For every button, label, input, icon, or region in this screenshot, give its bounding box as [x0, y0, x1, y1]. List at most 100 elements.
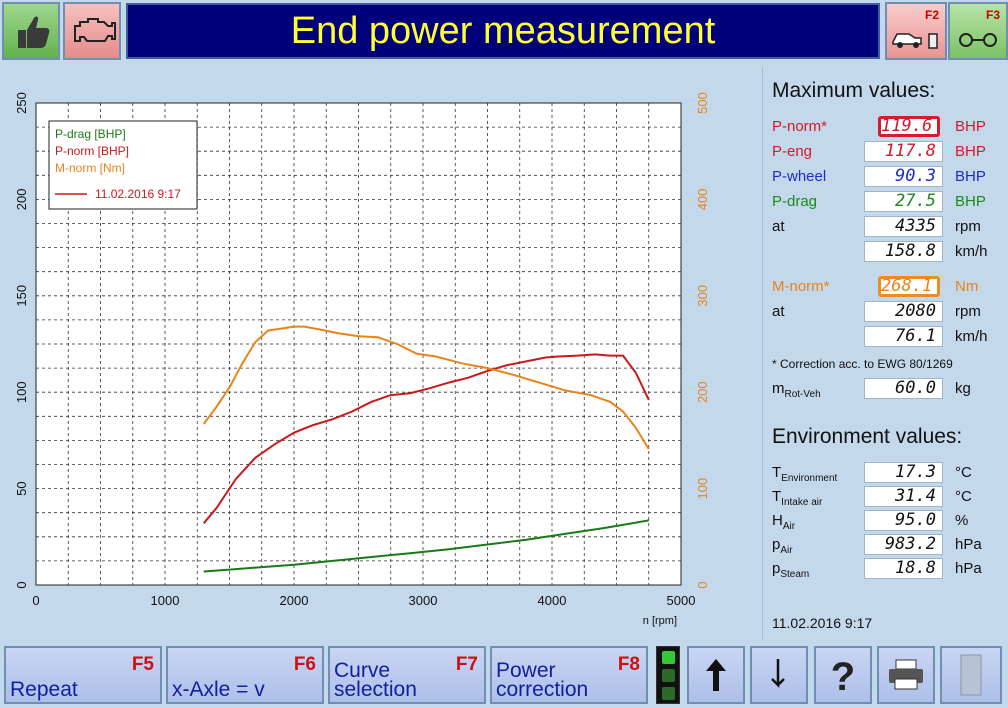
max-torque-speed-unit: km/h — [955, 328, 988, 345]
power-correction-button[interactable]: Power correction F8 — [490, 646, 648, 704]
p-air-label: pAir — [772, 536, 793, 556]
x-axle-label: x-Axle = v — [172, 678, 265, 701]
x-tick-label: 0 — [32, 593, 39, 608]
vehicle-dyno-button[interactable]: F2 — [885, 2, 947, 60]
mrot-value: 60.0 — [864, 378, 943, 399]
arrow-up-icon — [706, 659, 726, 691]
legend-entry: P-norm [BHP] — [55, 144, 129, 158]
status-traffic-light — [656, 646, 680, 704]
rollers-button[interactable]: F3 — [948, 2, 1008, 60]
p-air-row: pAir 983.2 hPa — [763, 533, 1008, 557]
svg-text:?: ? — [831, 655, 855, 698]
max-torque-rpm-value: 2080 — [864, 301, 943, 322]
x-axle-button[interactable]: x-Axle = v F6 — [166, 646, 324, 704]
m-norm-value: 268.1 — [878, 276, 940, 297]
x-tick-label: 2000 — [280, 593, 309, 608]
m-norm-unit: Nm — [955, 278, 979, 295]
p-steam-unit: hPa — [955, 560, 982, 577]
legend-entry: M-norm [Nm] — [55, 161, 125, 175]
f7-key-label: F7 — [455, 654, 478, 675]
y-left-tick-label: 150 — [14, 285, 29, 307]
repeat-label: Repeat — [10, 678, 78, 701]
repeat-button[interactable]: Repeat F5 — [4, 646, 162, 704]
mrot-row: mRot-Veh 60.0 kg — [763, 377, 1008, 401]
curve-selection-button[interactable]: Curve selection F7 — [328, 646, 486, 704]
p-wheel-value: 90.3 — [864, 166, 943, 187]
max-power-speed-row: 158.8 km/h — [763, 240, 1008, 264]
p-wheel-label: P-wheel — [772, 168, 827, 185]
p-drag-label: P-drag — [772, 193, 818, 210]
chart-legend: P-drag [BHP] P-norm [BHP] M-norm [Nm] 11.02… — [48, 120, 198, 210]
f3-key-label: F3 — [985, 8, 1000, 22]
y-left-tick-label: 200 — [14, 189, 29, 211]
help-button[interactable]: ? — [814, 646, 872, 704]
engine-icon — [74, 18, 116, 42]
p-steam-label: pSteam — [772, 560, 810, 580]
t-environment-value: 17.3 — [864, 462, 943, 483]
y-left-tick-label: 100 — [14, 381, 29, 403]
p-eng-value: 117.8 — [864, 141, 943, 162]
page-title: End power measurement — [126, 3, 880, 59]
max-power-rpm-unit: rpm — [955, 218, 981, 235]
p-air-value: 983.2 — [864, 534, 943, 555]
x-tick-label: 1000 — [151, 593, 180, 608]
x-tick-label: 3000 — [409, 593, 438, 608]
p-drag-row: P-drag 27.5 BHP — [763, 190, 1008, 214]
y-right-tick-label: 200 — [695, 381, 710, 403]
h-air-unit: % — [955, 512, 969, 529]
thumb-up-icon — [18, 16, 50, 48]
p-norm-line — [202, 353, 650, 524]
vehicle-on-dyno-icon — [892, 33, 938, 49]
chart-panel: 0 1000 2000 3000 4000 5000 n [rpm] 0 50 100 150 200… — [0, 67, 760, 640]
t-intake-air-label: TIntake air — [772, 488, 823, 508]
scroll-down-button[interactable] — [750, 646, 808, 704]
t-intake-air-row: TIntake air 31.4 °C — [763, 485, 1008, 509]
max-power-rpm-label: at — [772, 218, 785, 235]
exit-button[interactable] — [940, 646, 1002, 704]
green-lamp — [662, 687, 675, 700]
f2-key-label: F2 — [924, 8, 939, 22]
y-right-tick-label: 100 — [695, 478, 710, 500]
values-panel: Maximum values: * Correction acc. to EWG… — [762, 67, 1008, 640]
p-eng-row: P-eng 117.8 BHP — [763, 140, 1008, 164]
t-environment-row: TEnvironment 17.3 °C — [763, 461, 1008, 485]
confirm-button[interactable] — [2, 2, 60, 60]
f5-key-label: F5 — [131, 654, 154, 675]
mrot-unit: kg — [955, 380, 971, 397]
y-left-tick-label: 250 — [14, 92, 29, 114]
f6-key-label: F6 — [293, 654, 316, 675]
t-environment-label: TEnvironment — [772, 464, 838, 484]
m-norm-label: M-norm* — [772, 278, 830, 295]
mrot-label: mRot-Veh — [772, 380, 821, 400]
print-button[interactable] — [877, 646, 935, 704]
printer-icon — [889, 659, 923, 690]
y-right-tick-label: 300 — [695, 285, 710, 307]
max-torque-speed-value: 76.1 — [864, 326, 943, 347]
t-intake-air-value: 31.4 — [864, 486, 943, 507]
m-norm-row: M-norm* 268.1 Nm — [763, 275, 1008, 299]
power-correction-label: Power correction — [496, 659, 589, 701]
x-tick-label: 4000 — [538, 593, 567, 608]
y-right-tick-label: 400 — [695, 189, 710, 211]
max-torque-rpm-row: at 2080 rpm — [763, 300, 1008, 324]
measurement-timestamp: 11.02.2016 9:17 — [772, 615, 873, 631]
green-lamp — [662, 669, 675, 682]
curve-selection-label: Curve selection — [334, 659, 417, 701]
p-drag-line — [203, 519, 649, 573]
p-norm-row: P-norm* 119.6 BHP — [763, 115, 1008, 139]
p-norm-value: 119.6 — [878, 116, 940, 137]
m-norm-line — [202, 325, 650, 450]
p-drag-value: 27.5 — [864, 191, 943, 212]
max-torque-speed-row: 76.1 km/h — [763, 325, 1008, 349]
scroll-up-button[interactable] — [687, 646, 745, 704]
p-norm-label: P-norm* — [772, 118, 828, 135]
h-air-value: 95.0 — [864, 510, 943, 531]
x-tick-label: 5000 — [667, 593, 696, 608]
maximum-values-title: Maximum values: — [772, 79, 936, 102]
y-left-tick-label: 0 — [14, 581, 29, 588]
engine-button[interactable] — [63, 2, 121, 60]
legend-entry: P-drag [BHP] — [55, 127, 126, 141]
max-power-rpm-value: 4335 — [864, 216, 943, 237]
environment-values-title: Environment values: — [772, 425, 963, 448]
